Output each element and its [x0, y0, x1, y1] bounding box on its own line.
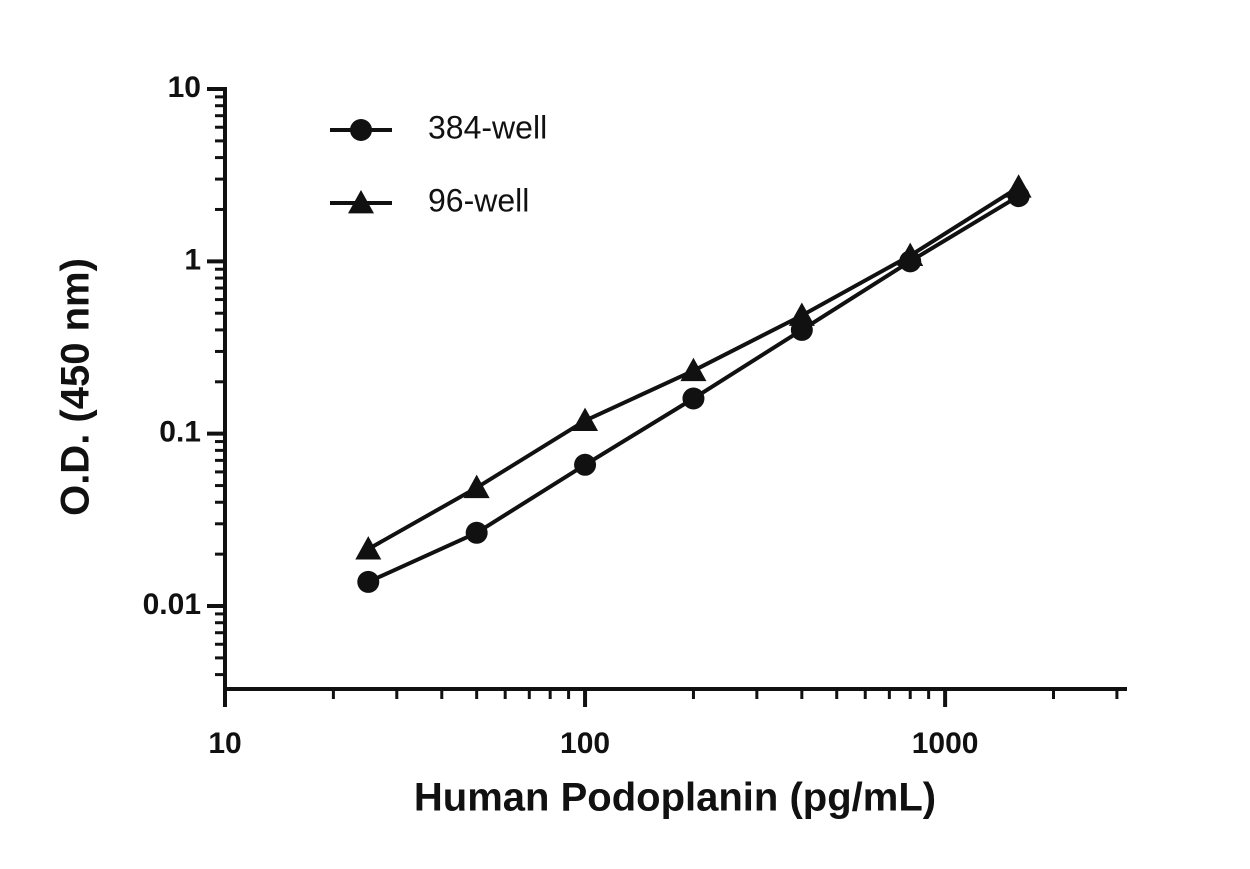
- y-tick-label: 0.1: [159, 416, 201, 449]
- marker: [463, 474, 490, 499]
- x-tick-label: 1000: [912, 727, 979, 760]
- legend-label: 384-well: [428, 109, 547, 145]
- legend-marker: [350, 119, 372, 141]
- marker: [682, 387, 705, 410]
- legend-marker: [348, 190, 374, 214]
- marker: [357, 570, 380, 593]
- y-tick-label: 0.01: [143, 588, 201, 621]
- marker: [788, 302, 815, 326]
- y-axis-title: O.D. (450 nm): [54, 258, 98, 516]
- marker: [897, 242, 924, 266]
- x-tick-label: 10: [208, 727, 241, 760]
- marker: [572, 407, 599, 432]
- marker: [1005, 174, 1032, 198]
- marker: [355, 536, 382, 560]
- marker: [465, 521, 488, 544]
- marker: [680, 357, 707, 382]
- marker: [574, 453, 597, 476]
- x-axis-title: Human Podoplanin (pg/mL): [414, 776, 936, 820]
- y-tick-label: 1: [184, 243, 201, 276]
- x-tick-label: 100: [560, 727, 610, 760]
- legend-label: 96-well: [428, 182, 529, 218]
- y-tick-label: 10: [168, 71, 201, 104]
